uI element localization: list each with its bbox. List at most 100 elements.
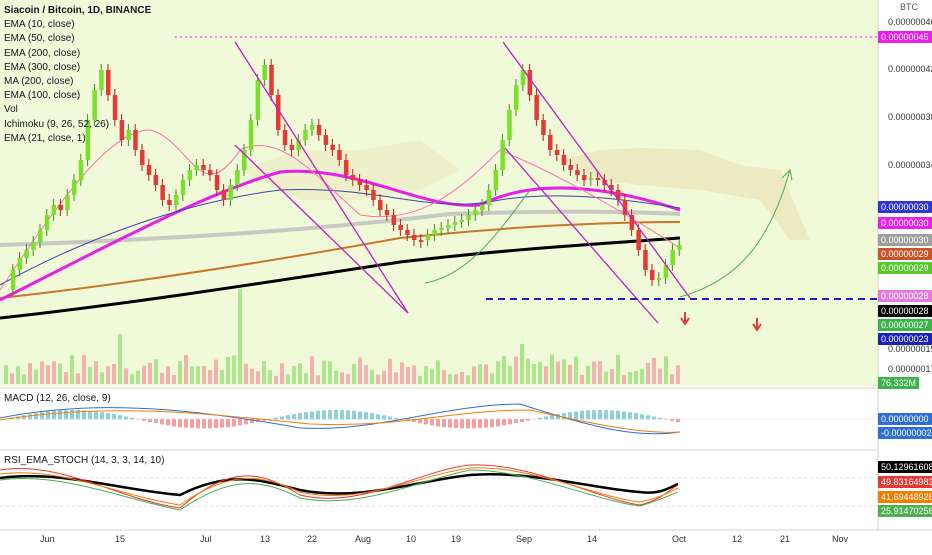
volume-bar — [346, 374, 350, 384]
projection-arrowhead — [781, 168, 793, 181]
stoch-d-line — [0, 467, 679, 506]
candle — [133, 130, 138, 150]
volume-bar — [628, 371, 632, 384]
macd-histogram-bar — [658, 417, 662, 420]
legend-indicator[interactable]: EMA (300, close) — [4, 61, 81, 73]
candle — [629, 215, 635, 230]
volume-bar — [160, 373, 164, 384]
candle — [350, 175, 356, 180]
macd-histogram-bar — [142, 419, 146, 421]
macd-histogram-bar — [106, 413, 110, 420]
volume-bar — [322, 360, 326, 384]
macd-histogram-bar — [184, 419, 188, 428]
candle — [507, 110, 512, 140]
macd-histogram-bar — [580, 410, 584, 420]
channel-line — [502, 41, 691, 299]
macd-histogram-bar — [634, 413, 638, 420]
volume-bar — [142, 365, 146, 384]
x-tick: 21 — [780, 534, 791, 544]
macd-histogram-bar — [310, 411, 314, 420]
legend-indicator[interactable]: EMA (10, close) — [4, 19, 75, 31]
volume-bar — [22, 374, 26, 384]
candle — [24, 250, 29, 258]
candle — [221, 190, 227, 200]
candle — [439, 228, 444, 230]
macd-histogram-bar — [148, 419, 152, 423]
chart-legend: Siacoin / Bitcoin, 1D, BINANCE EMA (10, … — [4, 4, 151, 146]
candle — [418, 240, 424, 242]
macd-histogram-bar — [196, 419, 200, 429]
volume-bar — [412, 365, 416, 384]
macd-histogram-bar — [610, 410, 614, 420]
candle — [561, 155, 567, 165]
macd-histogram-bar — [340, 410, 344, 420]
macd-histogram-bar — [136, 419, 140, 420]
candle — [473, 210, 478, 215]
volume-bar — [478, 364, 482, 384]
candle — [112, 95, 118, 120]
volume-bar — [280, 363, 284, 384]
candle — [548, 135, 553, 150]
macd-histogram-bar — [46, 411, 50, 420]
legend-indicator[interactable]: EMA (100, close) — [4, 90, 81, 102]
candle — [310, 125, 315, 130]
candle — [588, 178, 594, 180]
price-badge: -0.00000002 — [878, 427, 932, 439]
candle — [378, 200, 383, 210]
legend-indicator[interactable]: MA (200, close) — [4, 76, 74, 88]
candle — [357, 180, 363, 185]
legend-indicator[interactable]: Vol — [4, 104, 18, 116]
volume-bar — [502, 356, 506, 384]
legend-indicator[interactable]: EMA (21, close, 1) — [4, 132, 86, 144]
volume-bar — [538, 362, 542, 384]
candle — [398, 225, 403, 230]
macd-histogram-bar — [442, 419, 446, 428]
volume-bar — [316, 375, 320, 384]
stoch-label[interactable]: RSI_EMA_STOCH (14, 3, 3, 14, 10) — [4, 455, 165, 466]
legend-indicator[interactable]: Ichimoku (9, 26, 52, 26) — [4, 118, 110, 130]
x-tick: Sep — [516, 534, 533, 544]
volume-bar — [598, 361, 602, 384]
legend-indicator[interactable]: EMA (200, close) — [4, 47, 81, 59]
price-badge: 0.00000028 — [878, 305, 932, 317]
candle — [582, 175, 587, 180]
candle — [609, 185, 614, 190]
volume-bar — [406, 367, 410, 384]
volume-bar — [262, 360, 266, 384]
candle — [174, 195, 179, 205]
price-badge: 0.00000029 — [878, 248, 932, 260]
volume-bar — [340, 372, 344, 384]
macd-histogram-bar — [628, 412, 632, 420]
legend-indicator[interactable]: EMA (50, close) — [4, 33, 75, 45]
macd-histogram-bar — [178, 419, 182, 428]
candle — [51, 205, 57, 215]
candle — [446, 225, 451, 228]
candle — [650, 270, 655, 280]
volume-bar — [232, 355, 236, 384]
volume-bar — [304, 373, 308, 384]
macd-label[interactable]: MACD (12, 26, close, 9) — [4, 393, 111, 404]
candle — [119, 120, 125, 140]
volume-bar — [526, 358, 530, 384]
channel-line — [234, 144, 409, 314]
price-badge: 0.00000027 — [878, 319, 932, 331]
volume-bar — [220, 370, 224, 384]
price-tick: 0.00000046 — [888, 17, 932, 27]
macd-histogram-bar — [328, 410, 332, 420]
macd-histogram-bar — [16, 416, 20, 420]
macd-histogram-bar — [550, 415, 554, 420]
volume-bar — [358, 357, 362, 384]
candle — [480, 205, 485, 210]
candle — [554, 150, 560, 155]
projection-curve — [424, 189, 531, 284]
volume-bar — [490, 373, 494, 384]
volume-bar — [550, 354, 554, 384]
x-tick: 22 — [307, 534, 318, 544]
volume-bar — [544, 366, 548, 384]
macd-histogram-bar — [316, 410, 320, 420]
candle — [99, 70, 104, 90]
candle — [146, 165, 152, 175]
price-badge: 0.00000030 — [878, 201, 932, 213]
volume-bar — [610, 369, 614, 384]
